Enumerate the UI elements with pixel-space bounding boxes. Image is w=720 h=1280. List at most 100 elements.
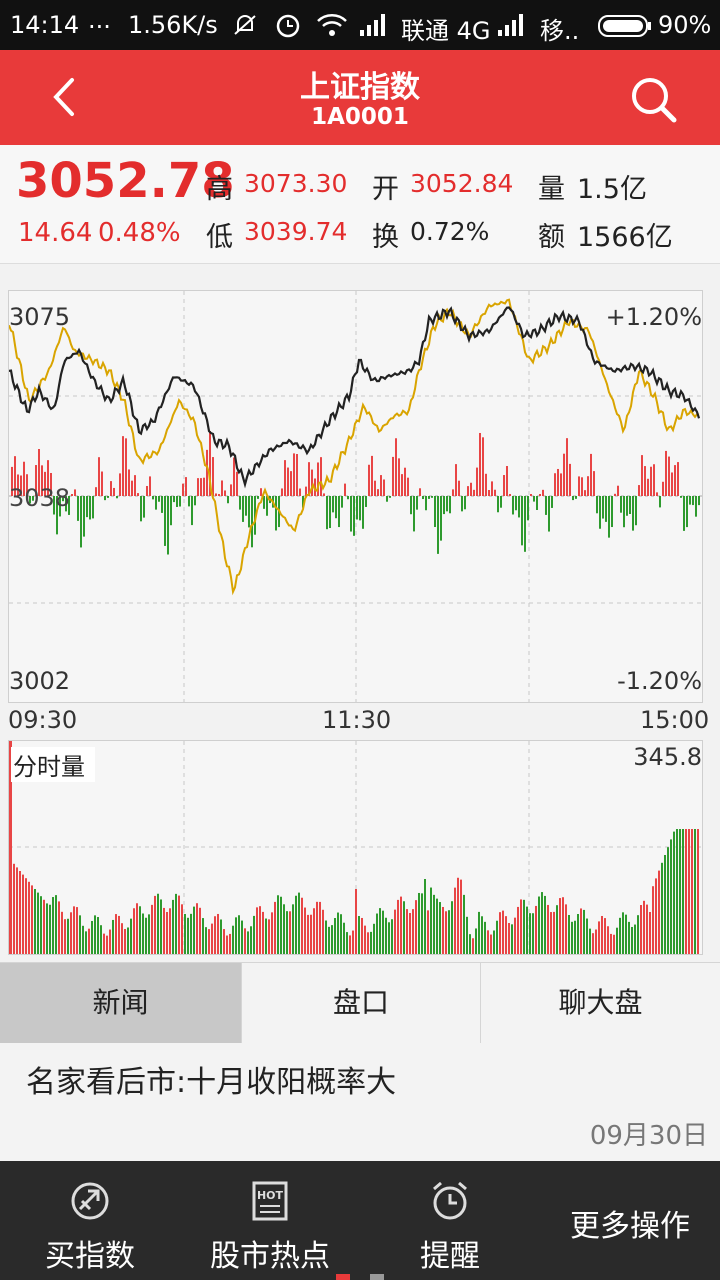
buy-index-button[interactable]: 买指数 [20,1161,160,1280]
down-volume-bar [104,496,106,501]
hot-news-icon: HOT [248,1179,292,1223]
down-volume-bar [158,496,160,502]
volume-bar [694,829,696,954]
up-volume-bar [38,449,40,496]
volume-bar [451,901,453,954]
volume-bar [97,917,99,954]
volume-bar [607,926,609,954]
volume-bar [172,899,174,954]
intraday-chart-canvas [9,291,702,702]
down-volume-bar [620,496,622,513]
back-arrow-icon[interactable] [40,72,90,122]
down-volume-bar [575,496,577,499]
volume-bar [28,881,30,954]
volume-bar [481,916,483,954]
down-volume-bar [524,496,526,552]
up-volume-bar [560,473,562,496]
volume-bar [37,892,39,954]
price-change-percent: 0.48% [98,218,181,248]
volume-bar [124,928,126,954]
volume-bar [463,894,465,954]
tab-chat[interactable]: 聊大盘 [558,986,643,1019]
up-volume-bar [98,457,100,496]
volume-bar [676,829,678,954]
volume-bar [94,915,96,954]
volume-bar [316,901,318,954]
volume-bar [196,903,198,954]
volume-bar [244,928,246,954]
up-volume-bar [221,480,223,496]
down-volume-bar [245,496,247,516]
news-headline[interactable]: 名家看后市:十月收阳概率大 [26,1065,397,1100]
signal-icon-2 [498,14,528,42]
up-volume-bar [674,465,676,496]
up-volume-bar [467,486,469,496]
down-volume-bar [80,496,82,548]
volume-bar [67,918,69,954]
volume-bar [187,917,189,954]
tab-order-book[interactable]: 盘口 [241,963,481,1043]
tab-news[interactable]: 新闻 [0,963,241,1043]
volume-bar [352,930,354,954]
info-tabs: 新闻 盘口 聊大盘 [0,962,720,1044]
volume-bar [277,895,279,954]
up-volume-bar [212,457,214,496]
up-volume-bar [137,493,139,496]
down-volume-bar [263,496,265,509]
volume-bar [85,931,87,954]
up-volume-bar [401,474,403,496]
intraday-chart[interactable]: 3075 3038 3002 +1.20% -1.20% [8,290,703,703]
alert-button[interactable]: 提醒 [395,1161,505,1280]
down-volume-bar [572,496,574,501]
volume-bar [250,926,252,954]
volume-bar [241,920,243,954]
down-volume-bar [515,496,517,511]
down-volume-bar [176,496,178,507]
volume-bar [478,911,480,954]
volume-bar [232,925,234,954]
volume-chart[interactable]: 分时量 345.8 [8,740,703,955]
volume-bar [586,918,588,954]
volume-bar [628,921,630,954]
volume-bar [289,911,291,954]
down-volume-bar [497,496,499,513]
up-volume-bar [308,462,310,496]
up-volume-bar [404,467,406,496]
down-volume-bar [179,496,181,507]
down-volume-bar [167,496,169,555]
up-volume-bar [128,469,130,496]
up-volume-bar [458,480,460,496]
hot-news-button[interactable]: HOT 股市热点 [195,1161,345,1280]
volume-bar [523,899,525,954]
hot-news-label: 股市热点 [210,1239,330,1274]
volume-bar [217,913,219,954]
volume-bar [274,901,276,954]
down-volume-bar [335,496,337,519]
up-volume-bar [419,488,421,496]
volume-bar [376,913,378,954]
volume-bar [490,934,492,954]
down-volume-bar [242,496,244,522]
volume-bar [484,921,486,954]
volume-bar [394,909,396,954]
down-volume-bar [659,496,661,508]
news-list-item[interactable]: 名家看后市:十月收阳概率大 09月30日 [0,1043,720,1161]
turnover-value: 0.72% [410,217,490,246]
down-volume-bar [533,496,535,502]
volume-bar [685,829,687,954]
down-volume-bar [227,496,229,504]
volume-bar [550,912,552,954]
down-volume-bar [350,496,352,532]
up-volume-bar [563,453,565,496]
up-volume-bar [476,467,478,496]
volume-bar [688,829,690,954]
search-icon[interactable] [626,72,680,126]
volume-bar [577,914,579,954]
volume-bar [148,914,150,954]
volume-bar [568,914,570,954]
volume-bar [385,917,387,954]
volume-bar [202,918,204,954]
down-volume-bar [266,496,268,516]
more-actions-button[interactable]: 更多操作 [550,1161,710,1280]
page-title: 上证指数 [300,70,420,105]
